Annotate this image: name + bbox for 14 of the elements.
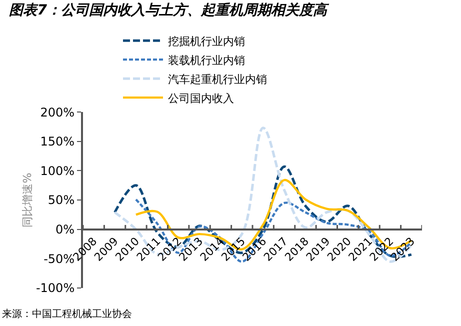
legend-label: 汽车起重机行业内销: [168, 72, 267, 86]
source-note: 来源：中国工程机械工业协会: [2, 308, 132, 320]
chart-title: 图表7：公司国内收入与土方、起重机周期相关度高: [9, 2, 330, 19]
y-tick-label: 0%: [56, 222, 75, 237]
legend-label: 装载机行业内销: [168, 54, 245, 67]
y-tick-label: 200%: [40, 105, 75, 120]
y-tick-label: -100%: [36, 281, 75, 296]
y-tick-label: -50%: [44, 252, 75, 266]
y-axis-title: 同比增速%: [21, 172, 34, 228]
legend-label: 公司国内收入: [168, 92, 234, 105]
y-tick-label: 50%: [48, 193, 75, 208]
y-tick-label: 100%: [40, 164, 75, 178]
y-tick-label: 150%: [40, 134, 75, 149]
legend-label: 挖掘机行业内销: [168, 34, 245, 48]
